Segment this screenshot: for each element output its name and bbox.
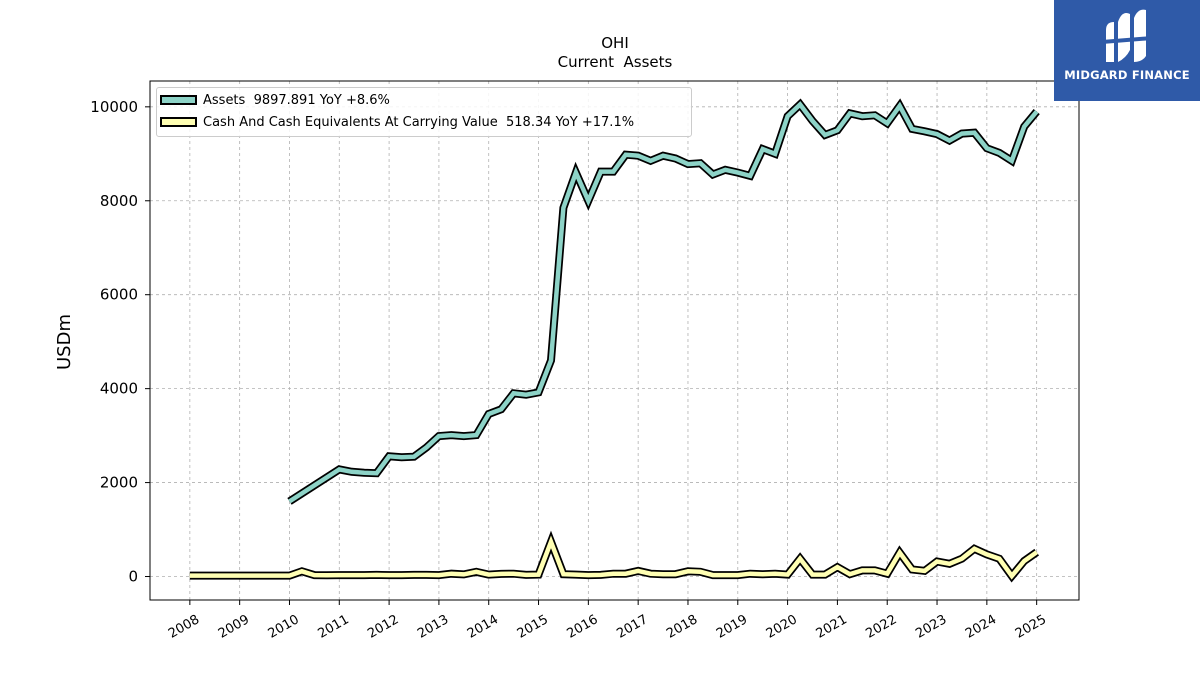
x-tick-label: 2025 bbox=[1013, 612, 1049, 642]
y-tick-label: 0 bbox=[128, 568, 138, 586]
legend-label-cash: Cash And Cash Equivalents At Carrying Va… bbox=[203, 114, 635, 130]
grid bbox=[150, 81, 1079, 600]
chart-subtitle: Current Assets bbox=[558, 53, 673, 71]
x-tick-label: 2012 bbox=[365, 612, 401, 642]
x-tick-label: 2020 bbox=[764, 612, 800, 642]
series-outline bbox=[189, 530, 1040, 583]
x-tick-label: 2023 bbox=[913, 612, 949, 642]
x-tick-label: 2010 bbox=[266, 612, 302, 642]
y-tick-label: 10000 bbox=[90, 98, 138, 116]
legend-item-assets: Assets 9897.891 YoY +8.6% bbox=[157, 90, 390, 110]
y-axis-label: USDm bbox=[54, 314, 75, 370]
brand-logo: MIDGARD FINANCE bbox=[1054, 0, 1200, 101]
logo-mark-icon bbox=[1102, 9, 1152, 62]
plot-area bbox=[149, 80, 1080, 601]
y-tick-label: 6000 bbox=[100, 286, 138, 304]
series-assets-line bbox=[287, 98, 1040, 505]
legend: Assets 9897.891 YoY +8.6% Cash And Cash … bbox=[156, 87, 692, 137]
x-tick-label: 2008 bbox=[166, 612, 202, 642]
y-tick-label: 4000 bbox=[100, 380, 138, 398]
series-core bbox=[288, 101, 1039, 504]
x-tick-label: 2009 bbox=[216, 612, 252, 642]
x-tick-label: 2011 bbox=[315, 612, 351, 642]
legend-item-cash: Cash And Cash Equivalents At Carrying Va… bbox=[157, 112, 634, 132]
series-core bbox=[189, 535, 1038, 580]
x-tick-label: 2015 bbox=[515, 612, 551, 642]
x-tick-label: 2018 bbox=[664, 612, 700, 642]
y-tick-label: 8000 bbox=[100, 192, 138, 210]
y-tick-label: 2000 bbox=[100, 474, 138, 492]
series-outline bbox=[287, 98, 1040, 505]
chart-title: OHI bbox=[601, 34, 629, 52]
x-tick-label: 2014 bbox=[465, 612, 501, 642]
x-tick-label: 2016 bbox=[565, 612, 601, 642]
legend-label-assets: Assets 9897.891 YoY +8.6% bbox=[203, 92, 390, 108]
x-tick-label: 2019 bbox=[714, 612, 750, 642]
legend-swatch-assets bbox=[160, 95, 197, 105]
x-tick-label: 2017 bbox=[614, 612, 650, 642]
x-tick-label: 2013 bbox=[415, 612, 451, 642]
x-tick-label: 2022 bbox=[863, 612, 899, 642]
logo-text: MIDGARD FINANCE bbox=[1064, 68, 1190, 82]
x-tick-label: 2024 bbox=[963, 612, 999, 642]
series-cash-line bbox=[189, 530, 1040, 583]
legend-swatch-cash bbox=[160, 117, 197, 127]
series-lines bbox=[189, 98, 1040, 583]
x-tick-label: 2021 bbox=[814, 612, 850, 642]
